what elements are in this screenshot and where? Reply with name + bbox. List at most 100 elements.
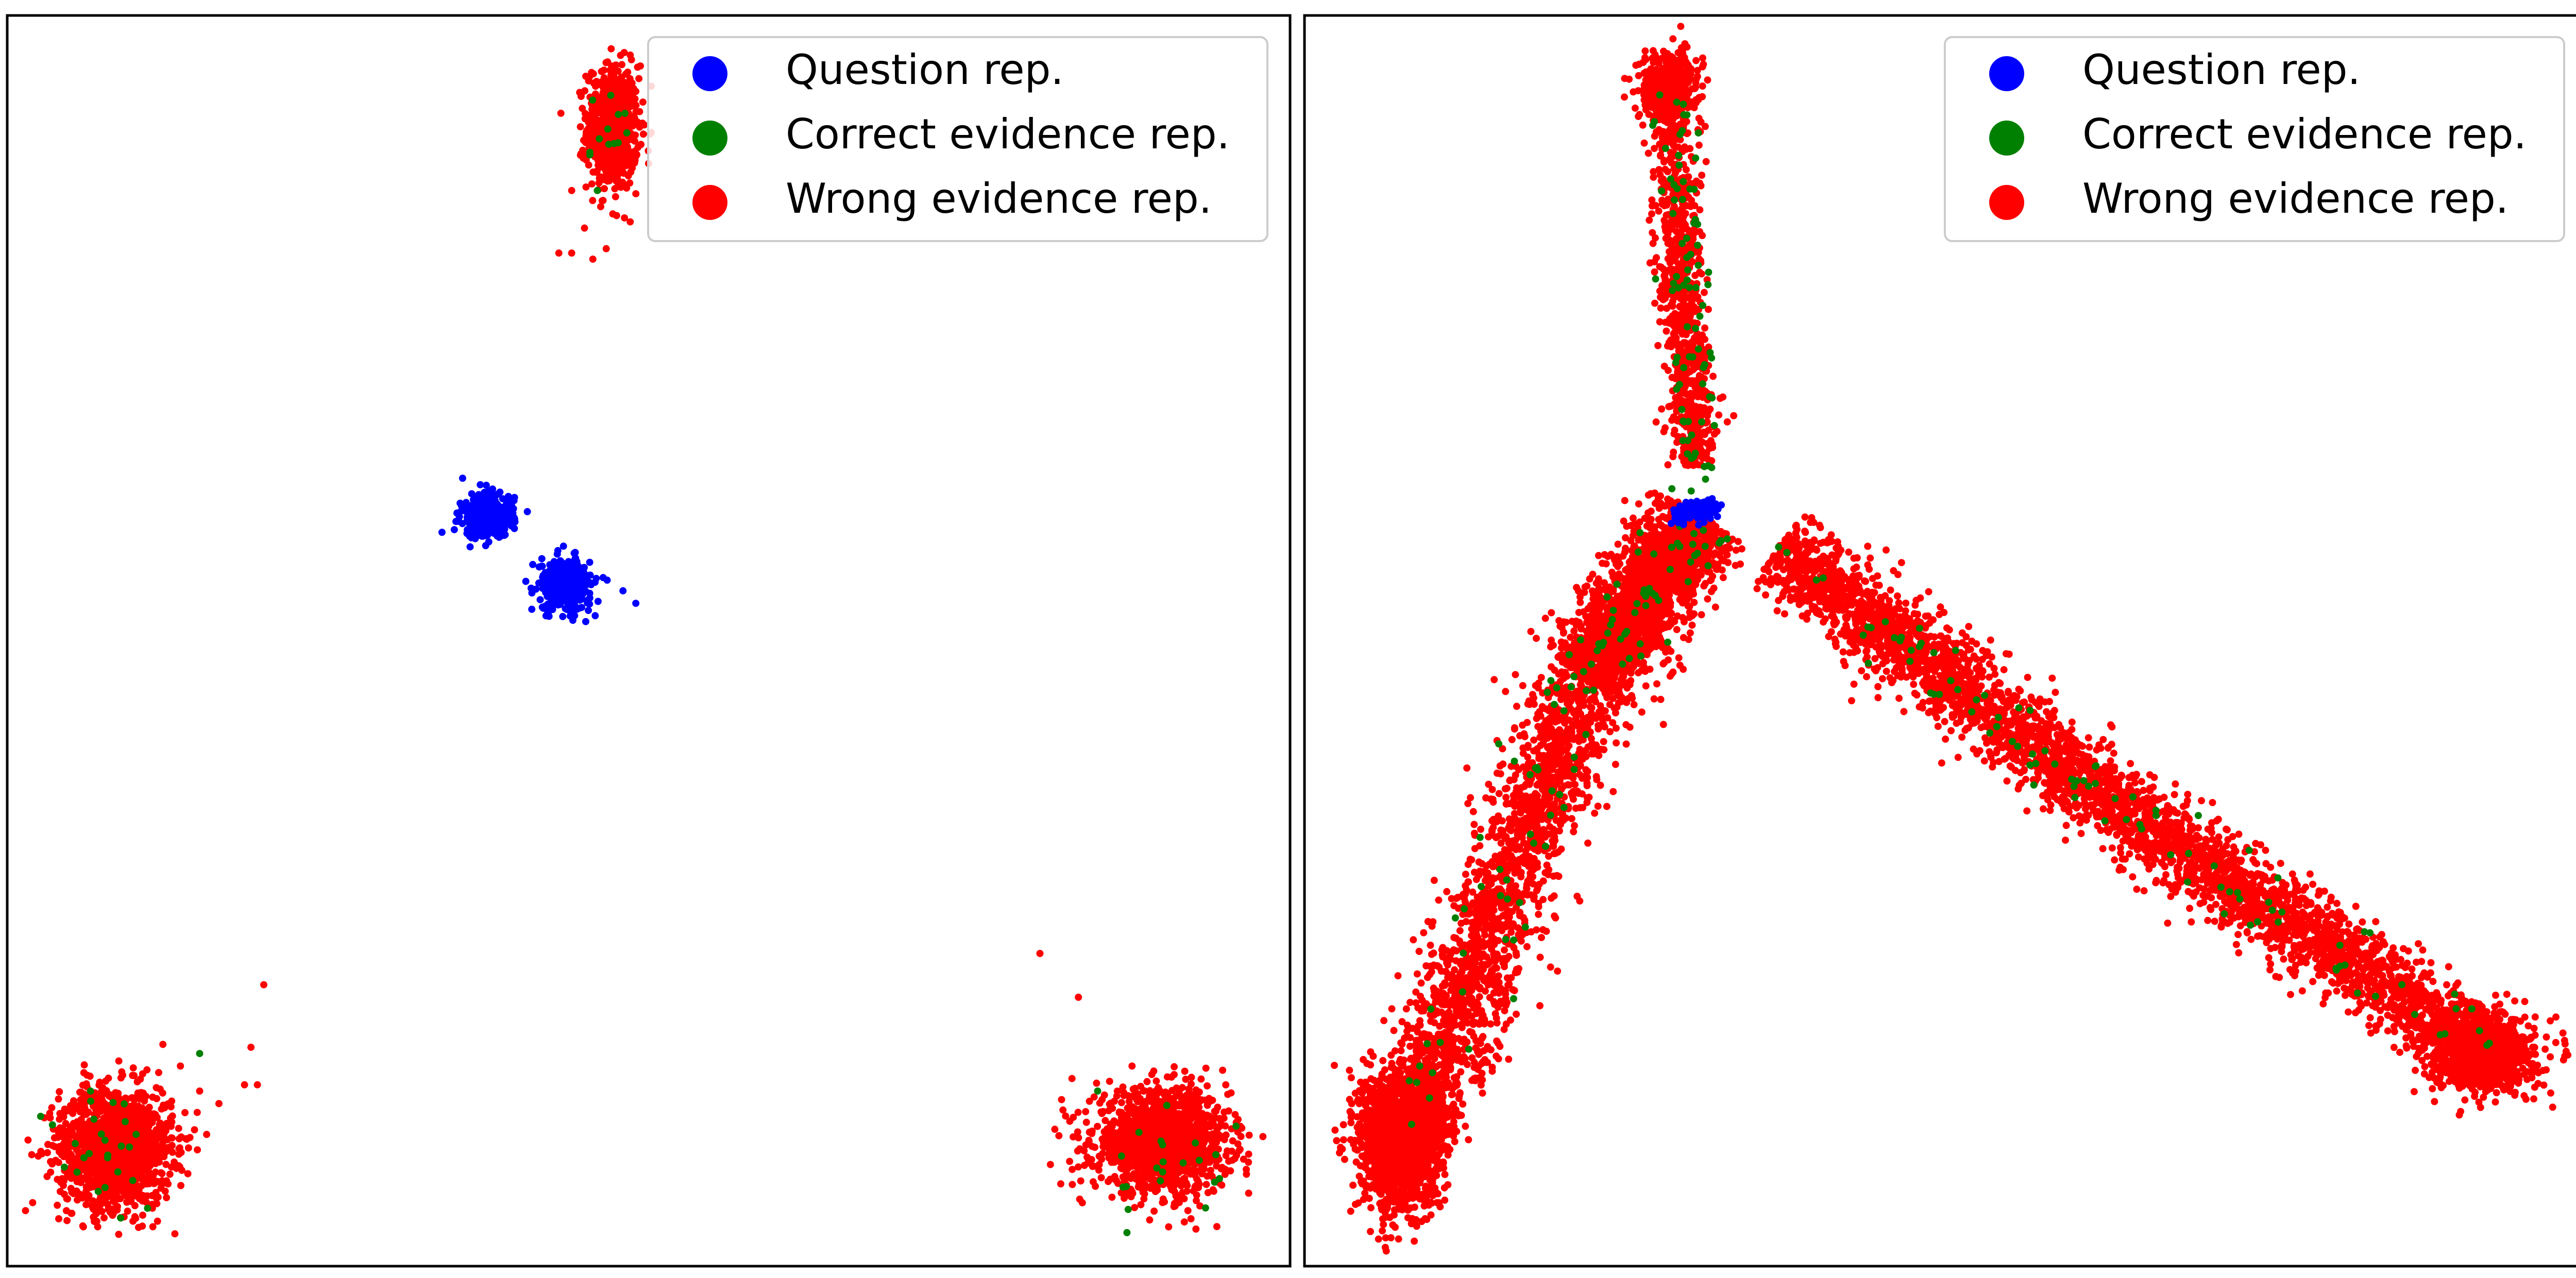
data-point bbox=[140, 1154, 148, 1162]
data-point bbox=[585, 77, 592, 84]
data-point bbox=[1093, 1079, 1100, 1087]
data-point bbox=[1159, 1158, 1167, 1166]
data-point bbox=[106, 1115, 114, 1123]
data-point bbox=[471, 535, 479, 542]
data-point bbox=[507, 506, 515, 514]
data-point bbox=[138, 1090, 145, 1098]
data-point bbox=[639, 130, 647, 138]
data-point bbox=[1074, 1128, 1081, 1136]
data-point bbox=[1145, 1132, 1152, 1139]
data-point bbox=[613, 212, 620, 219]
data-point bbox=[1159, 1141, 1166, 1149]
data-point bbox=[1098, 1110, 1106, 1117]
data-point bbox=[594, 145, 602, 152]
data-point bbox=[92, 1106, 99, 1113]
data-point bbox=[568, 249, 575, 257]
data-point bbox=[1331, 1062, 1338, 1069]
data-point bbox=[138, 1175, 145, 1183]
data-point bbox=[149, 1223, 157, 1231]
data-point bbox=[86, 1072, 94, 1080]
data-point bbox=[1141, 1185, 1149, 1192]
data-point bbox=[557, 109, 565, 117]
data-point bbox=[117, 1214, 125, 1222]
data-point bbox=[1068, 1075, 1076, 1082]
data-point bbox=[1171, 1071, 1178, 1079]
legend-marker-question bbox=[692, 56, 727, 91]
data-point bbox=[1201, 1204, 1209, 1212]
data-point bbox=[99, 1099, 107, 1106]
data-point bbox=[1176, 1152, 1184, 1160]
data-point bbox=[1632, 61, 1640, 69]
data-point bbox=[55, 1215, 62, 1222]
data-point bbox=[1646, 70, 1654, 78]
data-point bbox=[37, 1148, 45, 1155]
data-point bbox=[144, 1131, 151, 1139]
data-point bbox=[1211, 1145, 1218, 1152]
data-point bbox=[1193, 1197, 1200, 1204]
data-point bbox=[596, 135, 603, 143]
data-point bbox=[60, 1177, 68, 1185]
data-point bbox=[466, 543, 474, 551]
data-point bbox=[96, 1079, 104, 1086]
data-point bbox=[1117, 1152, 1125, 1160]
data-point bbox=[90, 1138, 97, 1146]
data-point bbox=[1076, 1145, 1083, 1153]
data-point bbox=[101, 1177, 109, 1184]
data-point bbox=[1159, 1199, 1166, 1206]
data-point bbox=[1200, 1121, 1207, 1129]
data-point bbox=[480, 499, 488, 506]
data-point bbox=[105, 1092, 113, 1100]
data-point bbox=[1157, 1177, 1164, 1185]
data-point bbox=[1195, 1103, 1203, 1111]
data-point bbox=[582, 618, 589, 625]
data-point bbox=[1187, 1152, 1194, 1160]
data-point bbox=[620, 169, 628, 177]
data-point bbox=[29, 1199, 37, 1206]
data-point bbox=[1111, 1129, 1119, 1137]
data-point bbox=[1206, 1112, 1213, 1120]
data-point bbox=[154, 1217, 161, 1225]
data-point bbox=[109, 1162, 116, 1170]
data-point bbox=[1167, 1183, 1175, 1190]
data-point bbox=[1176, 1102, 1183, 1110]
data-point bbox=[1216, 1122, 1224, 1130]
data-point bbox=[79, 1222, 87, 1230]
data-point bbox=[131, 1202, 139, 1209]
data-point bbox=[28, 1151, 36, 1158]
data-point bbox=[1165, 1223, 1173, 1231]
data-point bbox=[1152, 1127, 1160, 1135]
data-point bbox=[1036, 950, 1044, 957]
data-point bbox=[126, 1143, 133, 1151]
data-point bbox=[61, 1108, 69, 1116]
data-point bbox=[194, 1146, 201, 1154]
data-point bbox=[560, 591, 568, 599]
data-point bbox=[90, 1181, 98, 1188]
data-point bbox=[159, 1180, 166, 1188]
data-point bbox=[115, 1057, 123, 1065]
data-point bbox=[1130, 1154, 1138, 1162]
data-point bbox=[1625, 75, 1633, 83]
data-point bbox=[58, 1151, 65, 1158]
data-point bbox=[1642, 56, 1650, 63]
data-point bbox=[1216, 1175, 1223, 1182]
data-point bbox=[622, 71, 630, 78]
data-point bbox=[639, 98, 647, 106]
data-point bbox=[604, 125, 612, 133]
data-point bbox=[1136, 1139, 1143, 1147]
data-point bbox=[602, 59, 610, 66]
data-point bbox=[78, 1100, 86, 1107]
data-point bbox=[1077, 1177, 1084, 1185]
data-point bbox=[1066, 1157, 1074, 1165]
data-point bbox=[1153, 1077, 1160, 1085]
data-point bbox=[125, 1163, 132, 1171]
data-point bbox=[547, 587, 554, 594]
data-point bbox=[1078, 1199, 1086, 1206]
data-point bbox=[1150, 1207, 1158, 1215]
data-point bbox=[1650, 59, 1657, 66]
data-point bbox=[1219, 1066, 1227, 1074]
data-point bbox=[522, 577, 530, 585]
data-point bbox=[247, 1044, 255, 1051]
data-point bbox=[1198, 1127, 1206, 1135]
data-point bbox=[1243, 1166, 1250, 1173]
data-point bbox=[44, 1149, 51, 1156]
